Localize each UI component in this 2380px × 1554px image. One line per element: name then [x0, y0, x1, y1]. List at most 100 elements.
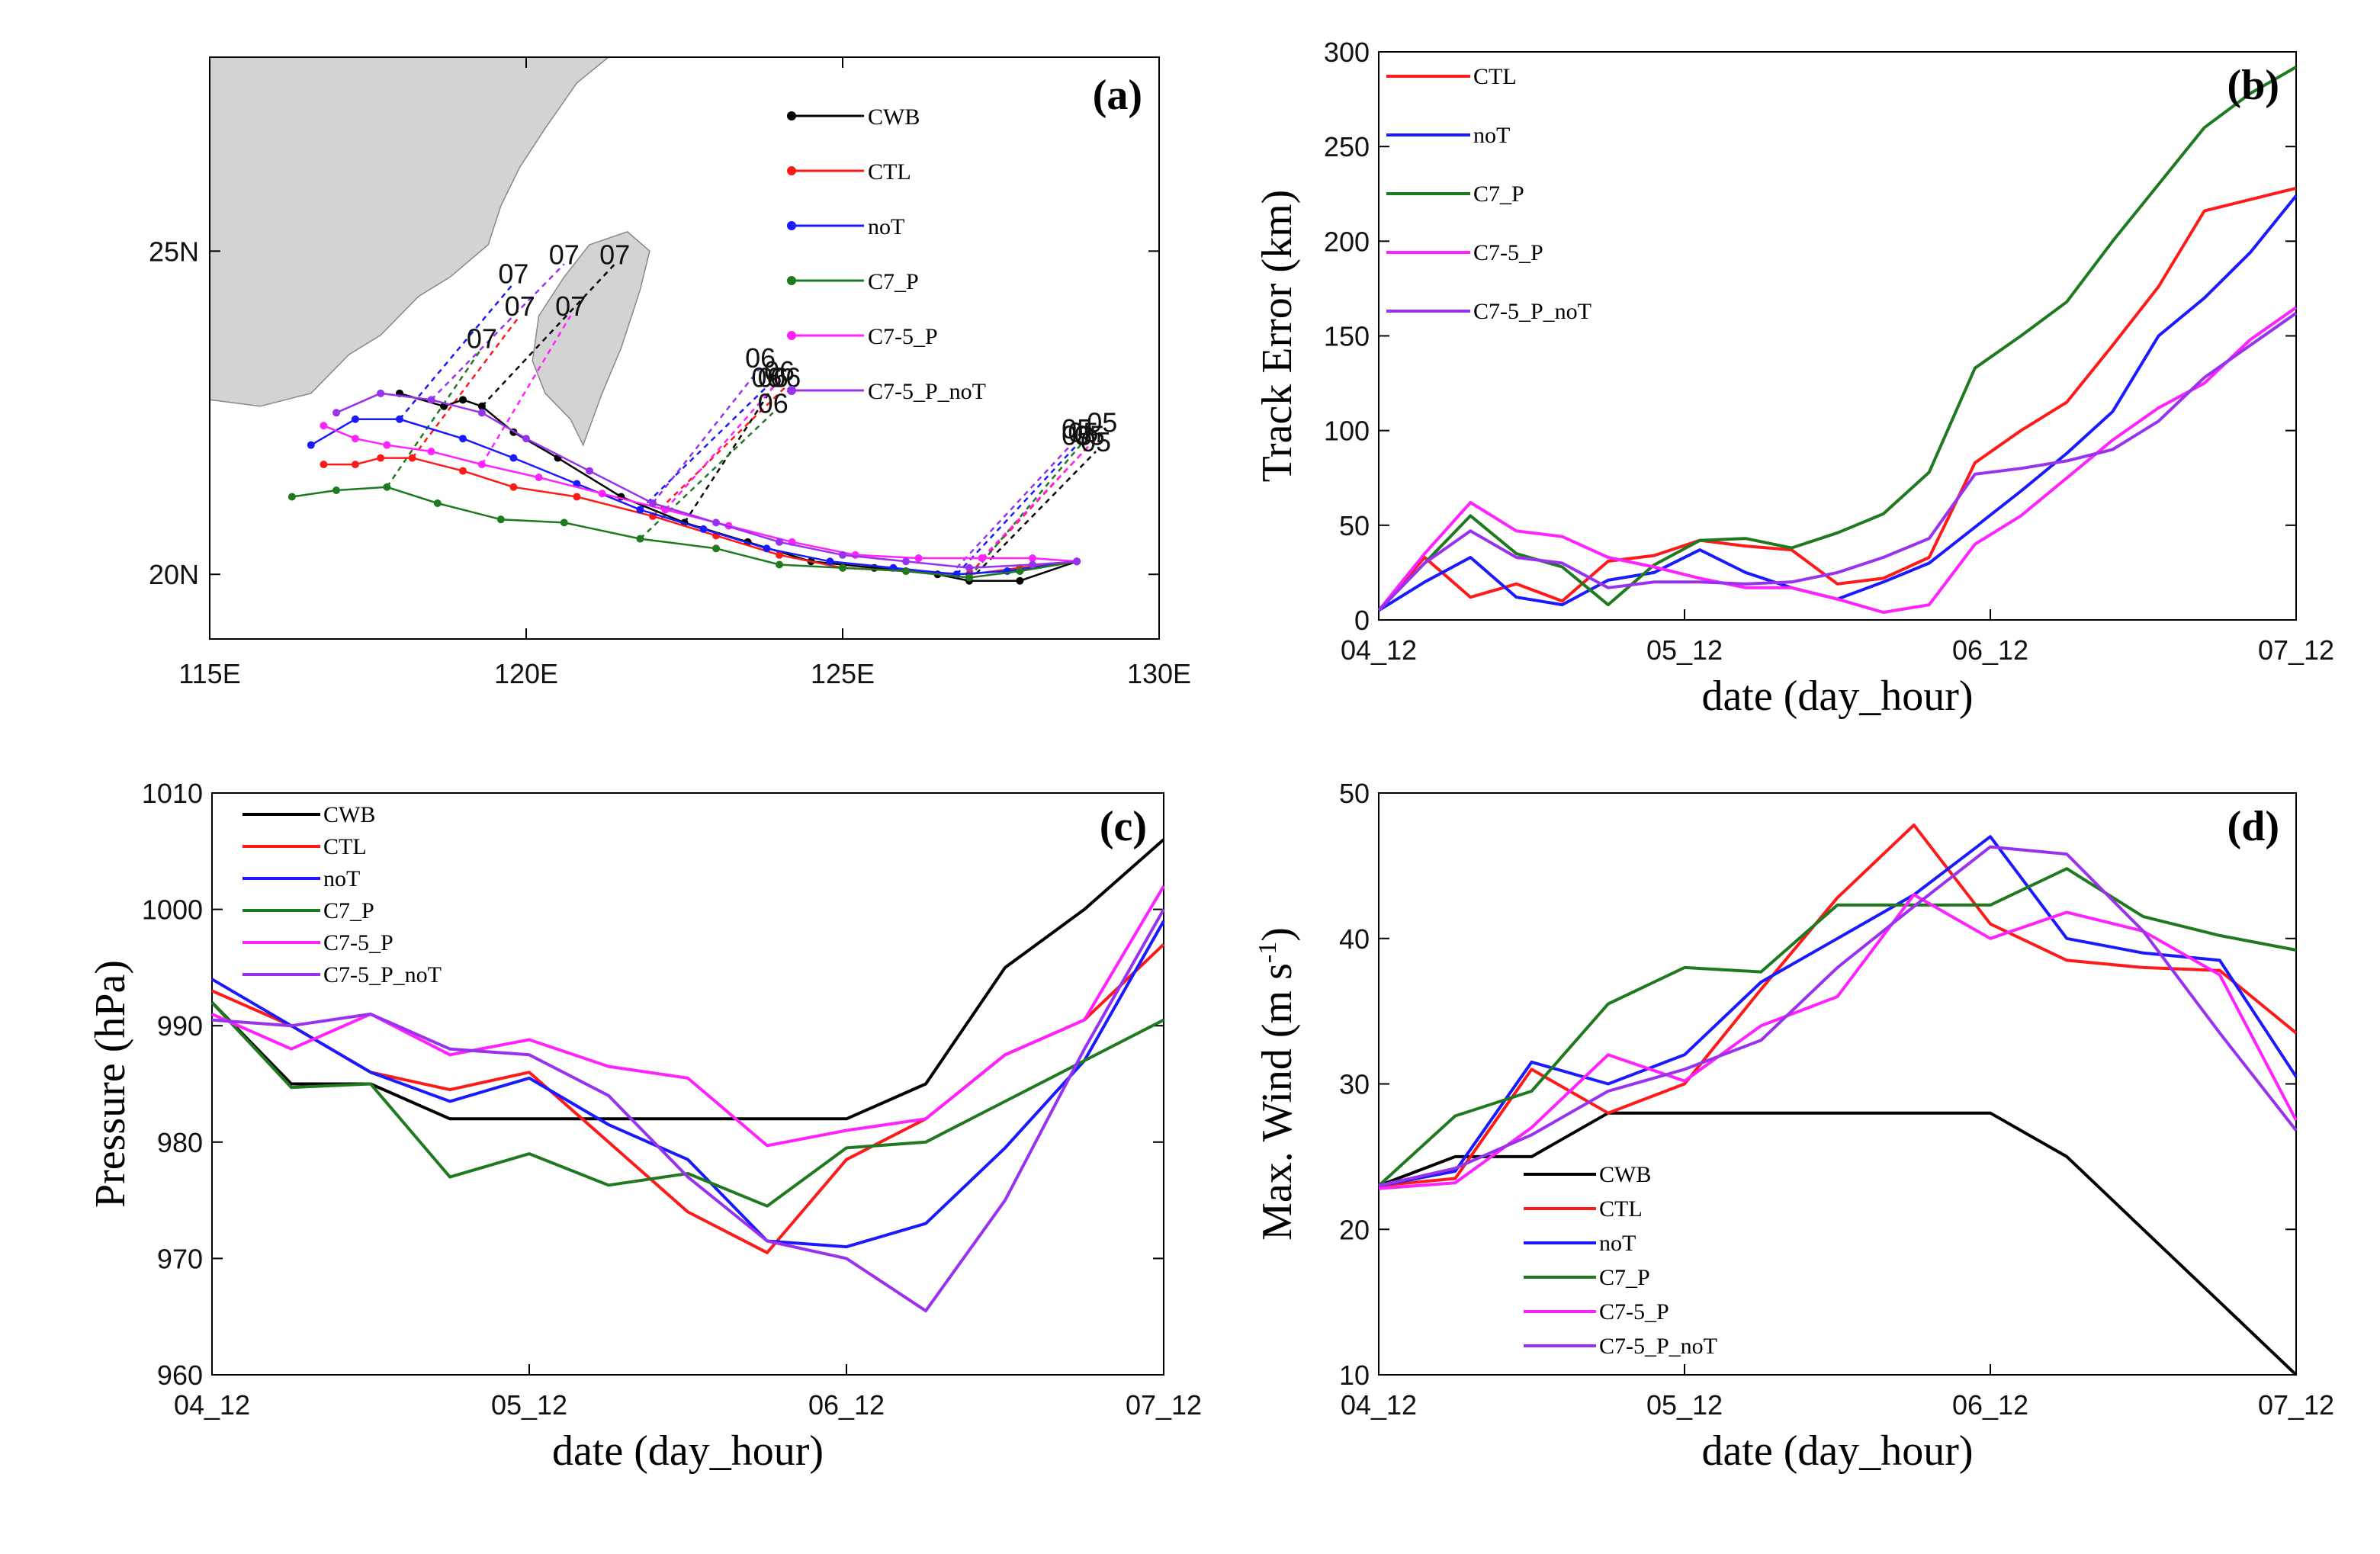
b-legend-label-not: noT: [1473, 123, 1510, 148]
c-legend-label-c7-5-p: C7-5_P: [323, 930, 393, 955]
a-track-point-c7-5-p-not: [1029, 560, 1036, 569]
d-x-tick-label: 04_12: [1341, 1389, 1417, 1421]
panel-c-pressure: 960 970 980 990 1000 1010 04_12 05_12 06_12 07_12…: [87, 778, 1202, 1475]
a-track-point-ctl: [776, 551, 783, 559]
d-series-ctl: [1378, 824, 2298, 1187]
b-y-tick-label: 100: [1324, 416, 1370, 447]
b-legend-label-c7-5-p: C7-5_P: [1473, 240, 1543, 265]
d-legend-label-cwb: CWB: [1599, 1162, 1651, 1187]
a-panel-label: (a): [1093, 72, 1142, 119]
a-legend-label-c7-5-p-not: C7-5_P_noT: [868, 379, 986, 404]
a-track-point-c7-5-p-not: [839, 551, 846, 559]
a-track-point-c7-5-p-not: [776, 538, 783, 546]
a-day-label-c7-5-p-not: 05: [1062, 413, 1092, 445]
a-track-point-c7-5-p-not: [332, 409, 340, 417]
d-y-tick-label: 50: [1339, 778, 1370, 809]
b-x-axis-label: date (day_hour): [1701, 673, 1973, 720]
a-track-point-c7-p: [287, 493, 296, 501]
a-track-point-not: [636, 506, 644, 514]
c-y-tick-label: 1010: [142, 778, 203, 809]
a-track-point-c7-5-p: [535, 474, 543, 482]
d-series-not: [1378, 835, 2298, 1187]
a-track-point-ctl: [351, 461, 359, 469]
a-day-label-ctl: 07: [505, 291, 535, 322]
b-y-axis-label: Track Error (km): [1254, 190, 1301, 483]
a-day-label-cwb: 05: [1081, 426, 1111, 458]
a-track-point-c7-p: [383, 483, 391, 491]
b-x-tick-label: 05_12: [1646, 634, 1723, 666]
a-track-point-c7-5-p: [351, 435, 359, 443]
a-track-point-ctl: [573, 493, 581, 501]
d-x-tick-label: 06_12: [1952, 1389, 2028, 1421]
a-track-point-c7-5-p-not: [902, 557, 910, 566]
a-legend-marker-c7-p: [787, 276, 796, 285]
a-track-point-c7-5-p: [851, 551, 859, 559]
a-track-point-c7-5-p: [598, 490, 606, 498]
a-track-point-cwb: [459, 396, 467, 404]
c-y-tick-label: 1000: [142, 894, 203, 926]
panel-b-track-error: 0 50 100 150 200 250 300 04_12 05_12 06_12 07_12da…: [1254, 37, 2334, 720]
a-legend-label-c7-p: C7_P: [868, 269, 919, 294]
a-track-point-not: [763, 544, 771, 553]
a-track-point-c7-5-p-not: [712, 519, 720, 527]
d-series-c7-p: [1377, 867, 2297, 1187]
a-x-tick-label: 130E: [1127, 658, 1191, 689]
a-day-link-cwb: [480, 263, 616, 407]
b-plot-frame: [1378, 51, 2297, 621]
a-track-point-c7-5-p: [978, 554, 986, 563]
a-x-tick-label: 125E: [811, 658, 875, 689]
a-legend-marker-c7-5-p-not: [787, 386, 796, 395]
a-track-point-c7-p: [839, 563, 846, 572]
a-track-point-c7-p: [712, 544, 720, 553]
a-track-point-c7-p: [902, 567, 910, 575]
a-track-point-c7-p: [1016, 567, 1024, 575]
b-y-tick-label: 200: [1324, 226, 1370, 257]
c-legend-label-cwb: CWB: [323, 802, 375, 827]
c-y-tick-label: 980: [157, 1127, 203, 1158]
a-day-label-c7-5-p: 06: [764, 355, 795, 387]
c-series-c7-5-p-not: [211, 908, 1165, 1313]
a-track-point-not: [826, 557, 834, 566]
d-legend-label-ctl: CTL: [1599, 1196, 1643, 1222]
b-panel-label: (b): [2227, 62, 2279, 109]
d-y-tick-label: 10: [1339, 1360, 1370, 1391]
c-y-tick-label: 990: [157, 1010, 203, 1042]
a-track-point-c7-5-p-not: [427, 396, 435, 404]
a-day-label-not: 05: [1062, 420, 1092, 451]
a-track-point-c7-5-p-not: [477, 409, 486, 417]
b-y-tick-label: 150: [1324, 321, 1370, 352]
a-track-point-c7-5-p: [477, 461, 486, 469]
b-series-c7-5-p-not: [1377, 312, 2298, 612]
d-panel-label: (d): [2227, 803, 2279, 850]
d-legend-label-c7-p: C7_P: [1599, 1265, 1650, 1290]
a-track-point-ctl: [320, 461, 328, 469]
d-series-c7-5-p-not: [1378, 845, 2298, 1187]
a-day-link-cwb: [968, 451, 1097, 582]
a-map-layer: 07 06 05 07 06 05 07 06 05 07 06 05 07 06 05 07 06 05: [210, 57, 1117, 585]
a-track-point-c7-5-p: [914, 554, 923, 563]
a-legend-marker-cwb: [787, 111, 796, 120]
a-track-point-c7-5-p-not: [586, 467, 593, 475]
a-track-point-not: [459, 435, 467, 443]
b-y-tick-label: 250: [1324, 131, 1370, 162]
a-track-point-c7-p: [560, 519, 568, 527]
a-track-point-cwb: [477, 402, 486, 410]
a-y-tick-label: 20N: [149, 559, 199, 590]
a-track-point-c7-5-p: [1029, 554, 1036, 563]
a-track-point-c7-5-p-not: [522, 435, 530, 443]
a-track-c7-p: [291, 486, 1078, 579]
a-x-tick-label: 120E: [494, 658, 558, 689]
a-day-label-c7-5-p: 07: [555, 291, 586, 322]
a-day-link-c7-p: [639, 412, 774, 540]
a-track-point-c7-5-p-not: [1073, 557, 1081, 566]
a-y-tick-label: 25N: [149, 236, 199, 267]
b-legend-label-c7-5-p-not: C7-5_P_noT: [1473, 299, 1591, 324]
a-day-label-cwb: 06: [758, 361, 789, 393]
d-y-tick-label: 30: [1339, 1069, 1370, 1100]
a-legend-label-not: noT: [868, 214, 904, 239]
a-day-label-ctl: 06: [770, 361, 801, 393]
b-y-tick-label: 50: [1339, 510, 1370, 541]
a-track-point-c7-p: [433, 499, 442, 507]
d-x-tick-label: 07_12: [2258, 1389, 2334, 1421]
